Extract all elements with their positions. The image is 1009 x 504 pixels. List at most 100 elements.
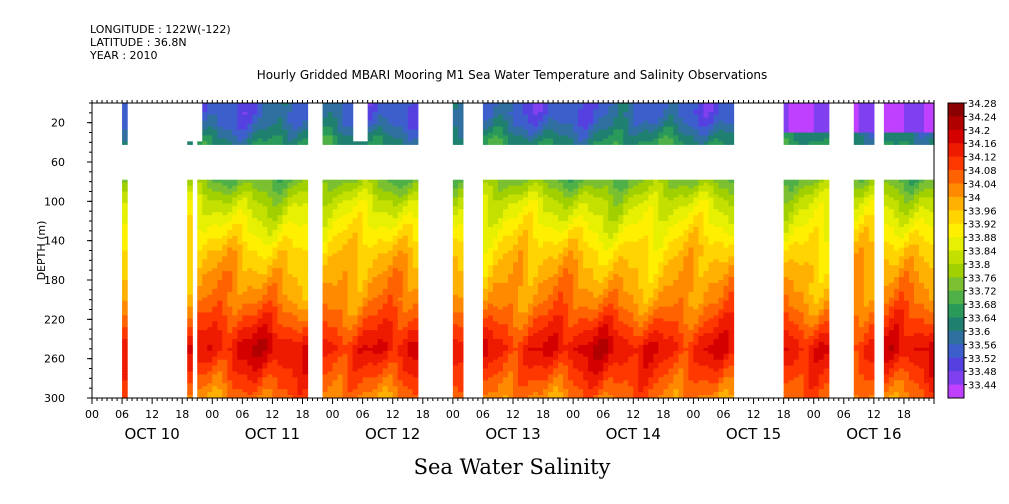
salinity-cell <box>202 265 208 269</box>
salinity-cell <box>397 374 404 378</box>
salinity-cell <box>212 312 218 316</box>
salinity-cell <box>227 330 233 334</box>
salinity-cell <box>342 285 349 290</box>
salinity-cell <box>322 380 329 384</box>
salinity-cell <box>487 333 494 337</box>
salinity-cell <box>207 218 213 222</box>
salinity-cell <box>513 117 519 122</box>
salinity-cell <box>352 203 359 207</box>
salinity-cell <box>292 300 299 305</box>
salinity-cell <box>392 359 399 364</box>
salinity-cell <box>372 324 379 328</box>
salinity-cell <box>497 185 504 190</box>
salinity-cell <box>452 294 459 299</box>
salinity-cell <box>212 203 218 207</box>
salinity-cell <box>342 108 349 113</box>
salinity-cell <box>122 327 128 331</box>
salinity-cell <box>232 306 238 311</box>
salinity-cell <box>227 339 233 343</box>
salinity-cell <box>487 241 494 246</box>
salinity-cell <box>543 126 549 131</box>
salinity-cell <box>252 392 258 396</box>
salinity-cell <box>237 306 243 311</box>
salinity-cell <box>452 389 459 393</box>
salinity-cell <box>212 129 218 134</box>
salinity-cell <box>197 206 203 210</box>
salinity-cell <box>257 229 264 234</box>
salinity-cell <box>232 103 238 107</box>
salinity-cell <box>302 182 309 187</box>
salinity-cell <box>282 268 289 272</box>
salinity-cell <box>327 395 334 399</box>
salinity-cell <box>122 368 128 373</box>
salinity-cell <box>513 383 519 387</box>
salinity-cell <box>347 238 354 243</box>
salinity-cell <box>497 371 504 375</box>
salinity-cell <box>357 203 364 207</box>
salinity-cell <box>332 114 339 119</box>
salinity-cell <box>302 347 309 352</box>
salinity-cell <box>287 344 294 349</box>
salinity-cell <box>262 365 269 370</box>
salinity-cell <box>412 182 419 187</box>
salinity-cell <box>197 374 203 378</box>
salinity-cell <box>502 291 509 296</box>
salinity-cell <box>452 215 459 219</box>
salinity-cell <box>382 111 389 116</box>
salinity-cell <box>287 356 294 361</box>
salinity-cell <box>322 221 329 225</box>
salinity-cell <box>357 185 364 190</box>
salinity-cell <box>377 377 384 381</box>
salinity-cell <box>187 300 193 305</box>
salinity-cell <box>337 280 344 284</box>
salinity-cell <box>247 117 253 122</box>
salinity-cell <box>367 117 374 122</box>
salinity-cell <box>482 297 489 302</box>
salinity-cell <box>282 247 289 252</box>
salinity-cell <box>277 194 284 198</box>
salinity-cell <box>297 120 304 125</box>
salinity-cell <box>202 212 208 216</box>
salinity-cell <box>377 339 384 343</box>
salinity-cell <box>332 344 339 349</box>
salinity-cell <box>242 200 248 204</box>
salinity-cell <box>528 353 534 358</box>
salinity-cell <box>257 262 264 266</box>
salinity-cell <box>337 306 344 311</box>
salinity-cell <box>523 359 529 364</box>
salinity-cell <box>538 129 544 134</box>
salinity-cell <box>212 294 218 299</box>
salinity-cell <box>242 277 248 281</box>
salinity-cell <box>397 395 404 399</box>
salinity-cell <box>247 303 253 308</box>
salinity-cell <box>382 383 389 387</box>
salinity-cell <box>372 132 379 137</box>
salinity-cell <box>543 215 549 219</box>
salinity-cell <box>342 350 349 355</box>
salinity-cell <box>232 108 238 113</box>
salinity-cell <box>518 141 524 145</box>
salinity-cell <box>377 277 384 281</box>
salinity-cell <box>497 126 504 131</box>
salinity-cell <box>352 280 359 284</box>
salinity-cell <box>187 206 193 210</box>
salinity-cell <box>272 129 279 134</box>
salinity-cell <box>402 297 409 302</box>
salinity-cell <box>257 114 264 119</box>
salinity-cell <box>332 303 339 308</box>
salinity-cell <box>242 209 248 213</box>
salinity-cell <box>232 185 238 190</box>
salinity-cell <box>482 336 489 340</box>
salinity-cell <box>232 123 238 128</box>
salinity-cell <box>227 105 233 110</box>
salinity-cell <box>523 215 529 219</box>
salinity-cell <box>392 312 399 316</box>
salinity-cell <box>372 297 379 302</box>
salinity-cell <box>372 244 379 249</box>
salinity-cell <box>292 312 299 316</box>
salinity-cell <box>222 229 228 234</box>
salinity-cell <box>518 238 524 243</box>
salinity-cell <box>332 232 339 237</box>
salinity-cell <box>257 330 264 334</box>
salinity-cell <box>402 344 409 349</box>
